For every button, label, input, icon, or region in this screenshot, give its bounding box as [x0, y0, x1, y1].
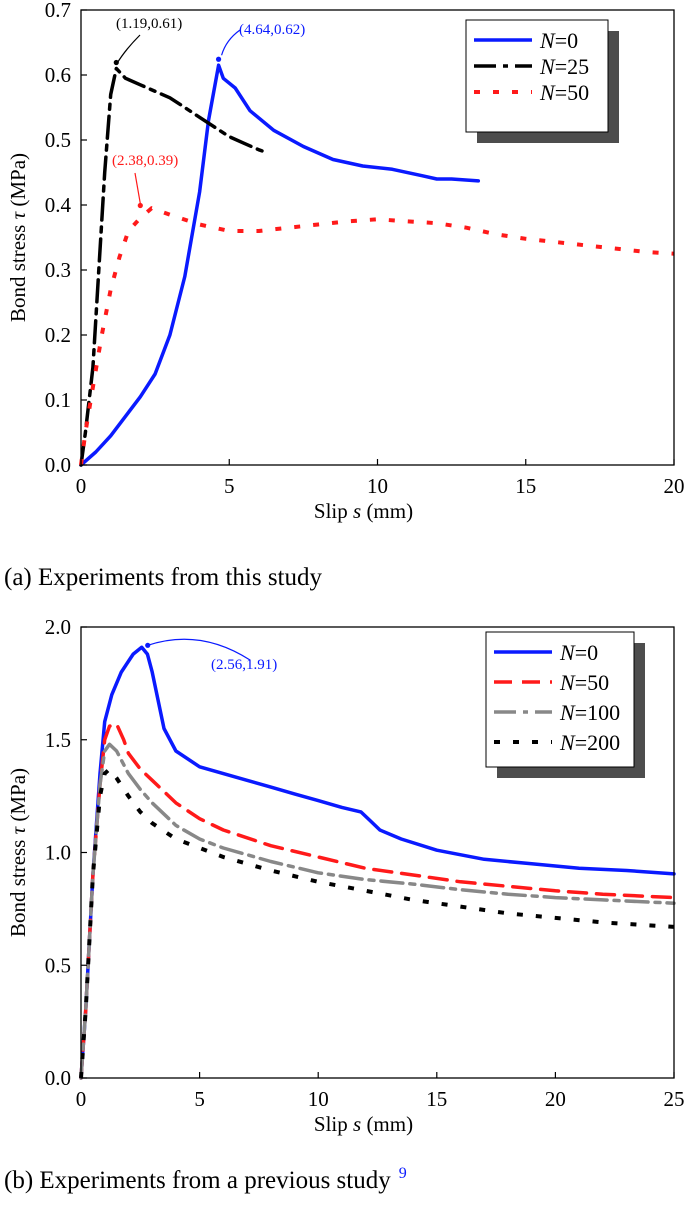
panel-b-series-line-0 — [79, 645, 676, 1080]
panel-a-y-tick-label: 0.5 — [45, 128, 71, 152]
panel-a-series-line-0 — [79, 63, 481, 467]
panel-b-y-tick-label: 1.5 — [45, 728, 71, 752]
panel-a-legend-label-0: N=0 — [539, 28, 578, 53]
panel-b-x-tick-label: 25 — [664, 1087, 685, 1111]
panel-b-x-axis-label-prefix: Slip — [314, 1112, 353, 1136]
panel-a-series-line-1 — [79, 66, 270, 467]
panel-b-legend-label-value: =50 — [575, 670, 609, 695]
panel-a-annotation-label-1: (4.64,0.62) — [239, 22, 305, 38]
panel-a-x-axis-label-prefix: Slip — [314, 499, 353, 523]
panel-b-y-tick-label: 1.0 — [45, 841, 71, 865]
panel-b-chart: 0 5 10 15 20 25 0.0 0.5 1.0 1.5 2.0 Slip s (mm) Bond… — [6, 615, 685, 1136]
panel-a-legend-label-1: N=25 — [539, 54, 589, 79]
panel-a-y-axis-label-var: τ — [6, 210, 30, 219]
panel-a-annotation-arrowhead-1 — [215, 56, 222, 62]
panel-a-legend-label-var: N — [539, 80, 556, 105]
panel-a-x-axis-label: Slip s (mm) — [314, 499, 413, 523]
panel-b-y-tick-label: 0.0 — [45, 1066, 71, 1090]
panel-b-y-tick-label: 2.0 — [45, 615, 71, 639]
panel-b-x-axis-label: Slip s (mm) — [314, 1112, 413, 1136]
panel-b-legend-label-0: N=0 — [559, 640, 598, 665]
panel-a-y-tick-label: 0.2 — [45, 323, 71, 347]
panel-a-annotation-arrowhead-2 — [137, 202, 143, 209]
panel-b-x-axis-label-var: s — [353, 1112, 361, 1136]
panel-a-annotation-arrow-2 — [134, 172, 141, 204]
panel-a-annotation-arrowhead-0 — [113, 59, 119, 66]
panel-b-legend-box — [485, 631, 635, 768]
panel-a-annotation-label-0: (1.19,0.61) — [116, 16, 182, 32]
panel-a-legend-label-var: N — [539, 28, 556, 53]
panel-b-y-axis-label-var: τ — [6, 825, 30, 834]
panel-a-legend-label-value: =25 — [555, 54, 589, 79]
panel-b-y-tick-label: 0.5 — [45, 953, 71, 977]
panel-a-legend-label-value: =0 — [555, 28, 578, 53]
panel-b-legend-label-var: N — [559, 640, 576, 665]
panel-a-y-tick-label: 0.1 — [45, 388, 71, 412]
panel-b-series-line-3 — [79, 767, 675, 1079]
panel-a-annotation-arrow-0 — [115, 34, 141, 65]
panel-b-annotation-arrow-0 — [147, 638, 251, 661]
panel-b-caption-text: (b) Experiments from a previous study — [4, 1167, 391, 1194]
panel-a-y-tick-label: 0.0 — [45, 453, 71, 477]
panel-b-legend-label-2: N=100 — [559, 700, 620, 725]
panel-b-legend-label-var: N — [559, 730, 576, 755]
panel-a-annotation-label-2: (2.38,0.39) — [112, 153, 178, 169]
panel-a-x-axis-label-suffix: (mm) — [361, 499, 413, 523]
panel-a-y-tick-label: 0.3 — [45, 258, 71, 282]
panel-a-legend-label-2: N=50 — [539, 80, 589, 105]
panel-b-y-axis-label-suffix: (MPa) — [6, 768, 30, 827]
panel-a-x-tick-label: 15 — [515, 474, 536, 498]
panel-b-series-line-2 — [79, 742, 676, 1080]
panel-a-y-axis-label-prefix: Bond stress — [6, 219, 30, 322]
panel-a-x-tick-label: 0 — [76, 474, 87, 498]
panel-a-caption: (a) Experiments from this study — [4, 564, 322, 591]
panel-b-legend-label-value: =200 — [575, 730, 620, 755]
panel-b-x-tick-label: 0 — [76, 1087, 87, 1111]
panel-a-chart: 0 5 10 15 20 0.0 0.1 0.2 0.3 0.4 0.5 0.6 0.7 Slip s (… — [6, 0, 685, 523]
panel-a-x-tick-label: 5 — [224, 474, 235, 498]
panel-b-series-line-1 — [79, 722, 676, 1080]
panel-b-caption: (b) Experiments from a previous study 9 — [4, 1165, 407, 1194]
panel-b-annotation-arrowhead-0 — [145, 642, 151, 648]
panel-a-legend-label-value: =50 — [555, 80, 589, 105]
panel-b-legend-label-3: N=200 — [559, 730, 620, 755]
panel-a-y-tick-label: 0.7 — [45, 0, 71, 22]
panel-a-x-tick-label: 20 — [664, 474, 685, 498]
panel-a-annotation-arrow-1 — [220, 29, 241, 56]
panel-a-y-tick-label: 0.4 — [45, 193, 72, 217]
panel-a-y-tick-label: 0.6 — [45, 63, 71, 87]
panel-b-y-axis-label: Bond stress τ (MPa) — [6, 768, 30, 937]
panel-b-caption-reference: 9 — [399, 1165, 407, 1182]
panel-a-y-axis-label-suffix: (MPa) — [6, 153, 30, 212]
panel-b-legend-label-1: N=50 — [559, 670, 609, 695]
panel-b-x-tick-label: 5 — [194, 1087, 205, 1111]
panel-b-y-axis-label-prefix: Bond stress — [6, 834, 30, 937]
panel-a-x-axis-label-var: s — [353, 499, 361, 523]
panel-b-legend-label-var: N — [559, 700, 576, 725]
panel-b-legend-label-value: =0 — [575, 640, 598, 665]
panel-b-x-tick-label: 15 — [426, 1087, 447, 1111]
panel-b-legend-label-var: N — [559, 670, 576, 695]
panel-b-legend-label-value: =100 — [575, 700, 620, 725]
panel-b-x-axis-label-suffix: (mm) — [361, 1112, 413, 1136]
panel-a-y-axis-label: Bond stress τ (MPa) — [6, 153, 30, 322]
panel-b-x-tick-label: 10 — [308, 1087, 329, 1111]
panel-a-x-tick-label: 10 — [367, 474, 388, 498]
panel-b-annotation-label-0: (2.56,1.91) — [211, 657, 277, 673]
panel-a-legend-label-var: N — [539, 54, 556, 79]
panel-b-x-tick-label: 20 — [545, 1087, 566, 1111]
